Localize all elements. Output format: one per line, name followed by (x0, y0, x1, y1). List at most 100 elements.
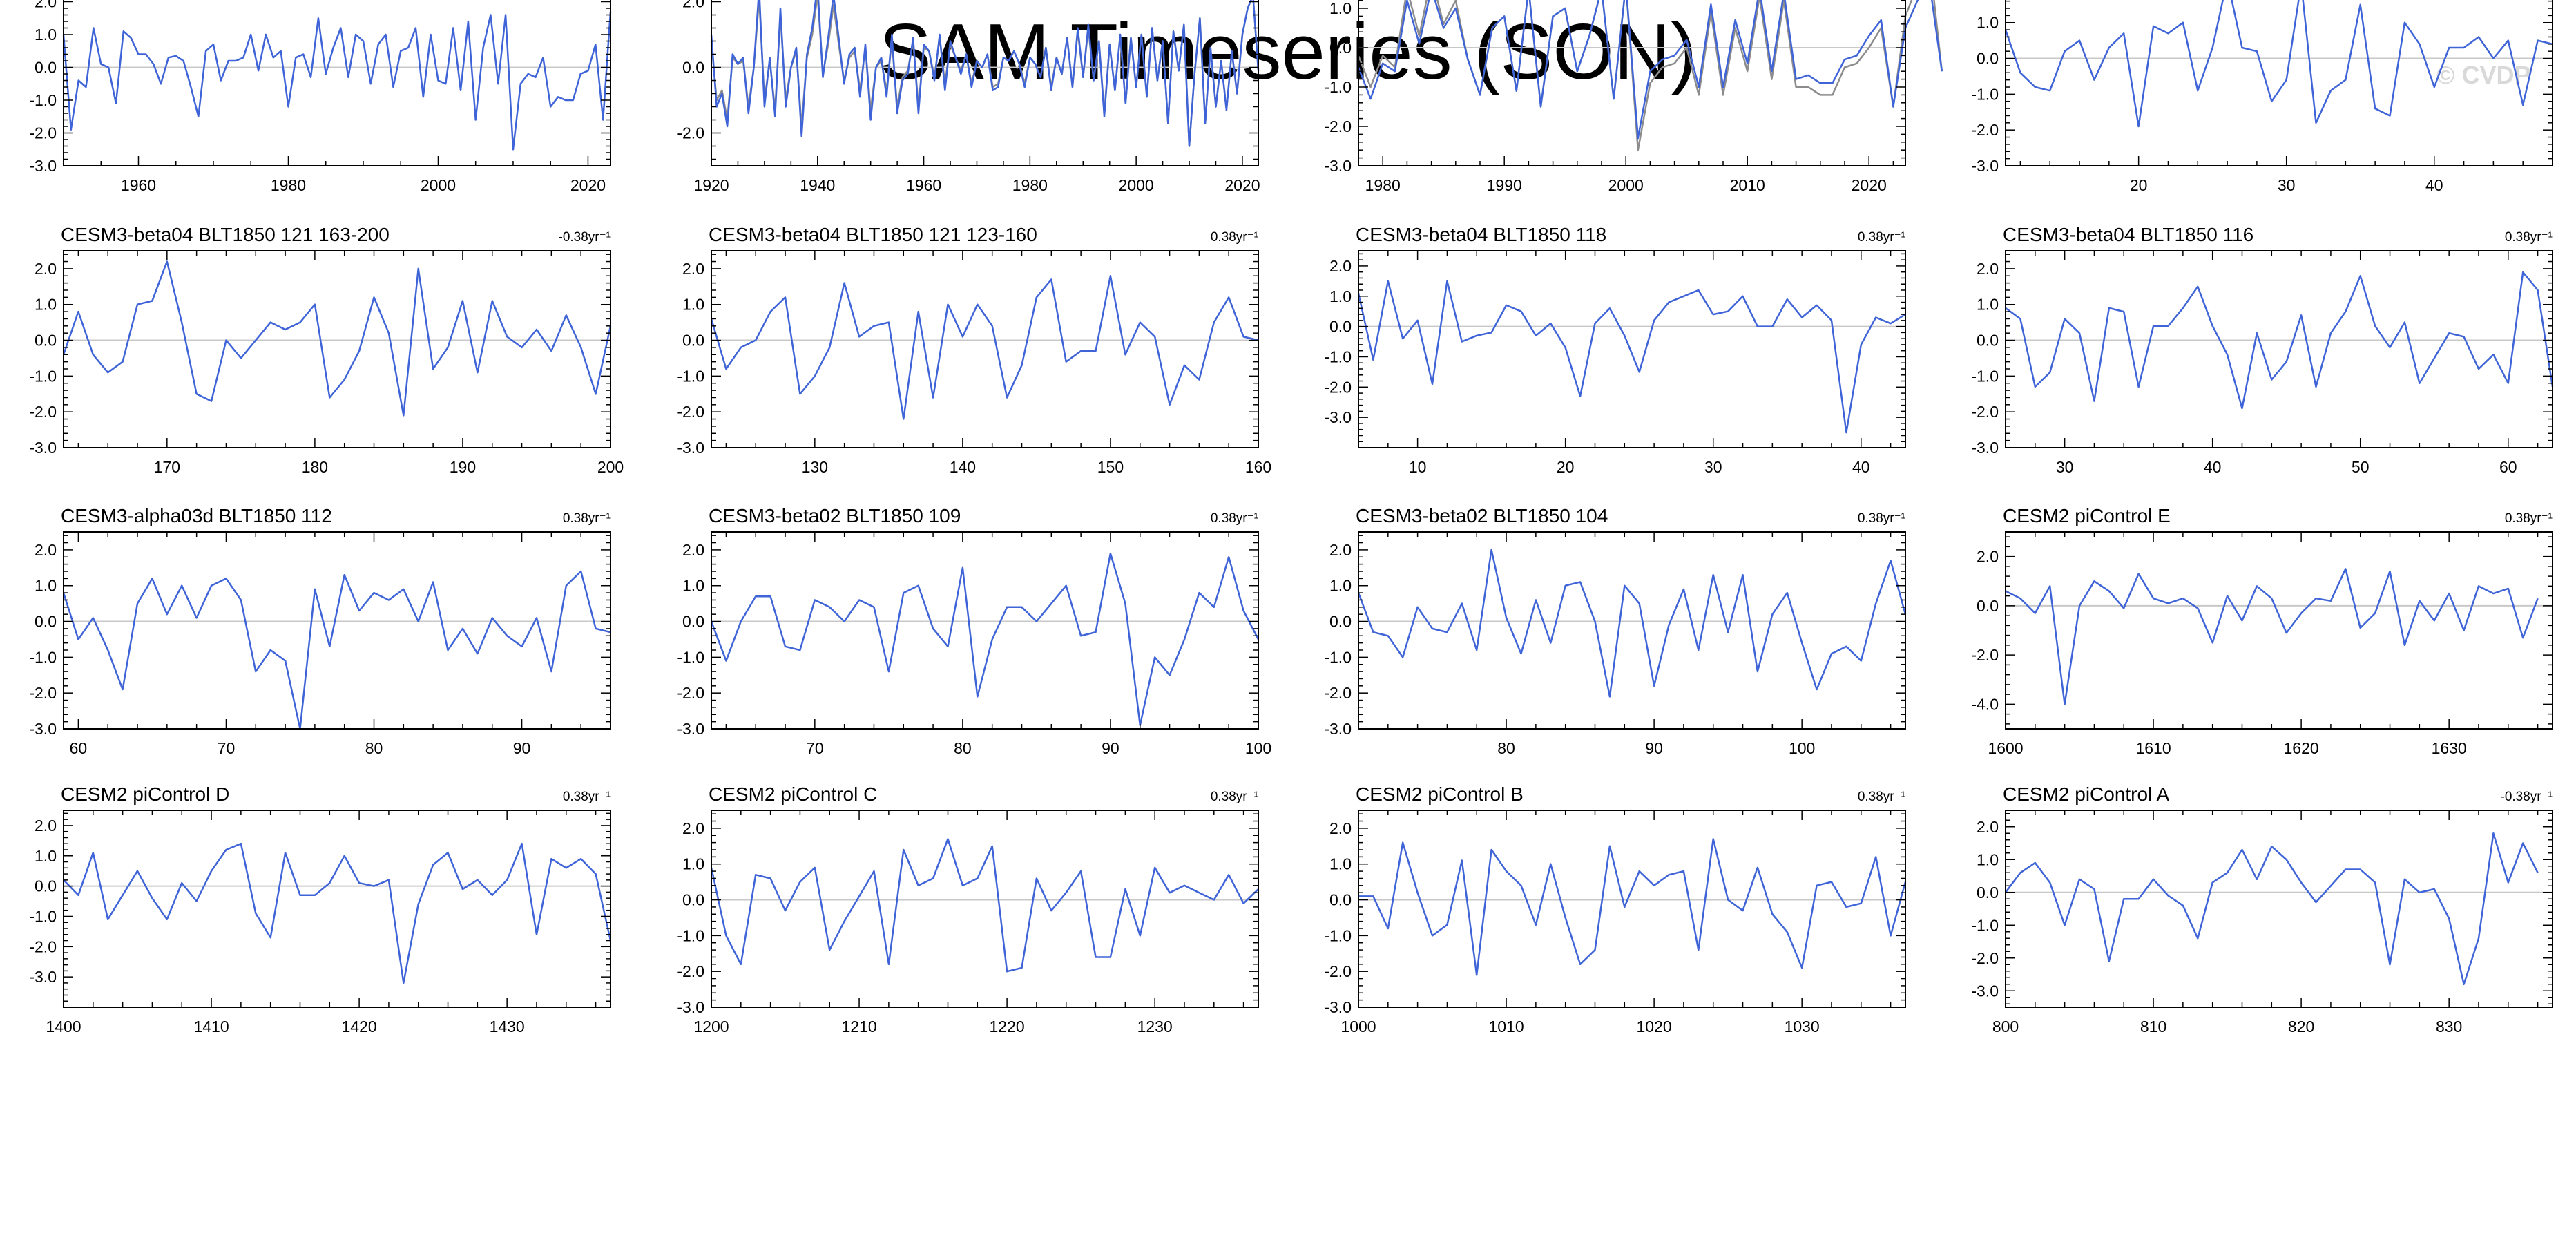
trend-label: 0.38yr⁻¹ (563, 790, 611, 804)
trend-label: 0.38yr⁻¹ (1858, 790, 1905, 804)
y-tick-label: 1.0 (682, 855, 704, 873)
trend-label: 0.38yr⁻¹ (1858, 230, 1905, 245)
panel-title: CESM3-beta04 BLT1850 118 (1356, 224, 1606, 245)
x-tick-label: 1000 (1340, 1018, 1376, 1036)
x-tick-label: 1010 (1488, 1018, 1524, 1036)
y-tick-label: -3.0 (1324, 720, 1352, 738)
panel-14: 1200 1210 1220 1230 -3.0 -2.0 -1.0 0.0 1.0 2.0 CES… (677, 783, 1259, 1036)
y-tick-label: -3.0 (29, 439, 57, 457)
x-tick-label: 1400 (46, 1018, 81, 1036)
y-tick-label: -1.0 (1971, 367, 1999, 385)
y-tick-label: 0.0 (682, 59, 704, 77)
y-tick-label: -2.0 (677, 124, 704, 142)
y-tick-label: -1.0 (677, 367, 704, 385)
y-tick-label: -2.0 (29, 937, 57, 955)
x-tick-label: 2000 (421, 176, 456, 194)
y-tick-label: -3.0 (1971, 439, 1999, 457)
panel-title: CESM3-beta04 BLT1850 116 (2003, 224, 2253, 245)
panel-9: 60 70 80 90 -3.0 -2.0 -1.0 0.0 1.0 2.0CESM3-alpha… (29, 505, 611, 757)
x-tick-label: 80 (1497, 739, 1515, 757)
panel-12: 1600 1610 1620 1630 -4.0 -2.0 0.0 2.0 CESM2 piCo… (1971, 505, 2553, 757)
trend-label: -0.38yr⁻¹ (559, 230, 611, 245)
y-tick-label: -3.0 (29, 968, 57, 986)
x-tick-label: 1630 (2432, 739, 2467, 757)
y-tick-label: -3.0 (677, 720, 704, 738)
x-tick-label: 1020 (1637, 1018, 1672, 1036)
y-tick-label: -1.0 (677, 926, 704, 944)
x-tick-label: 1980 (1365, 176, 1401, 194)
panel-title: CESM2 piControl B (1356, 783, 1524, 805)
x-tick-label: 1960 (906, 176, 941, 194)
x-tick-label: 60 (70, 739, 88, 757)
x-tick-label: 130 (802, 458, 828, 476)
x-tick-label: 1410 (193, 1018, 229, 1036)
y-tick-label: 1.0 (1977, 850, 1999, 868)
series-line-1 (710, 552, 1260, 727)
y-tick-label: 2.0 (682, 541, 704, 559)
panel-15: 1000 1010 1020 1030 -3.0 -2.0 -1.0 0.0 1.0 2.0CES… (1324, 783, 1907, 1036)
x-tick-label: 1980 (271, 176, 306, 194)
x-tick-label: 30 (2056, 458, 2074, 476)
panel-10: 70 80 90 100 -3.0 -2.0 -1.0 0.0 1.0 2.0 CESM3-beta… (677, 505, 1271, 757)
x-tick-label: 800 (1992, 1018, 2019, 1036)
x-tick-label: 2020 (570, 176, 606, 194)
y-tick-label: 0.0 (1977, 597, 1999, 615)
x-tick-label: 40 (1852, 458, 1870, 476)
plot-frame (711, 531, 1259, 730)
y-tick-label: 1.0 (35, 847, 57, 865)
plot-frame (2005, 0, 2553, 166)
y-tick-label: -1.0 (1324, 78, 1352, 96)
series-line-1 (62, 260, 612, 417)
x-tick-label: 80 (954, 739, 972, 757)
y-tick-label: -3.0 (1324, 157, 1352, 175)
y-tick-label: 0.0 (35, 613, 57, 631)
x-tick-label: 2000 (1119, 176, 1154, 194)
y-tick-label: 0.0 (1977, 50, 1999, 68)
y-tick-label: -2.0 (1971, 121, 1999, 139)
x-tick-label: 20 (1557, 458, 1575, 476)
y-tick-label: -4.0 (1971, 695, 1999, 713)
panel-title: CESM3-beta04 BLT1850 121 163-200 (61, 224, 390, 245)
plot-frame (1358, 810, 1906, 1008)
y-tick-label: 2.0 (1329, 257, 1352, 275)
series-line-1 (63, 842, 612, 984)
y-tick-label: -2.0 (1971, 646, 1999, 664)
series-line-1 (1357, 0, 1943, 140)
panel-1: 1960198020002020-3.0-2.0-1.00.01.02.03.0… (29, 0, 612, 194)
series-line-1 (2004, 0, 2553, 128)
plot-frame (711, 250, 1259, 448)
cvdp-watermark: © CVDP (2436, 61, 2531, 89)
x-tick-label: 30 (2278, 176, 2296, 194)
panel-title: CESM3-alpha03d BLT1850 112 (61, 505, 332, 526)
y-tick-label: -1.0 (677, 648, 704, 666)
y-tick-label: -1.0 (1324, 648, 1352, 666)
series-line-2 (710, 0, 1260, 147)
y-tick-label: 1.0 (1977, 14, 1999, 32)
y-tick-label: 2.0 (1329, 541, 1352, 559)
x-tick-label: 70 (218, 739, 236, 757)
plot-frame (63, 0, 611, 166)
y-tick-label: -3.0 (677, 439, 704, 457)
y-tick-label: 1.0 (1977, 296, 1999, 314)
y-tick-label: -1.0 (29, 91, 57, 109)
x-tick-label: 50 (2352, 458, 2370, 476)
x-tick-label: 1960 (121, 176, 156, 194)
trend-label: 0.38yr⁻¹ (2505, 511, 2553, 526)
panel-11: 80 90 100 -3.0 -2.0 -1.0 0.0 1.0 2.0CESM3-beta02… (1324, 505, 1907, 757)
x-tick-label: 80 (365, 739, 383, 757)
x-tick-label: 1990 (1487, 176, 1522, 194)
panel-13: 1400 1410 1420 1430 -3.0 -2.0 -1.0 0.0 1.0 2.0CES… (29, 783, 612, 1036)
series-line-1 (2005, 568, 2539, 705)
x-tick-label: 1940 (800, 176, 835, 194)
y-tick-label: 0.0 (682, 613, 704, 631)
x-tick-label: 30 (1704, 458, 1722, 476)
plot-frame (711, 810, 1259, 1008)
y-tick-label: -1.0 (29, 907, 57, 925)
x-tick-label: 1920 (693, 176, 729, 194)
x-tick-label: 1620 (2284, 739, 2319, 757)
x-tick-label: 140 (950, 458, 976, 476)
y-tick-label: 1.0 (1329, 577, 1352, 595)
plot-frame (2005, 250, 2553, 448)
y-tick-label: 1.0 (1329, 855, 1352, 873)
